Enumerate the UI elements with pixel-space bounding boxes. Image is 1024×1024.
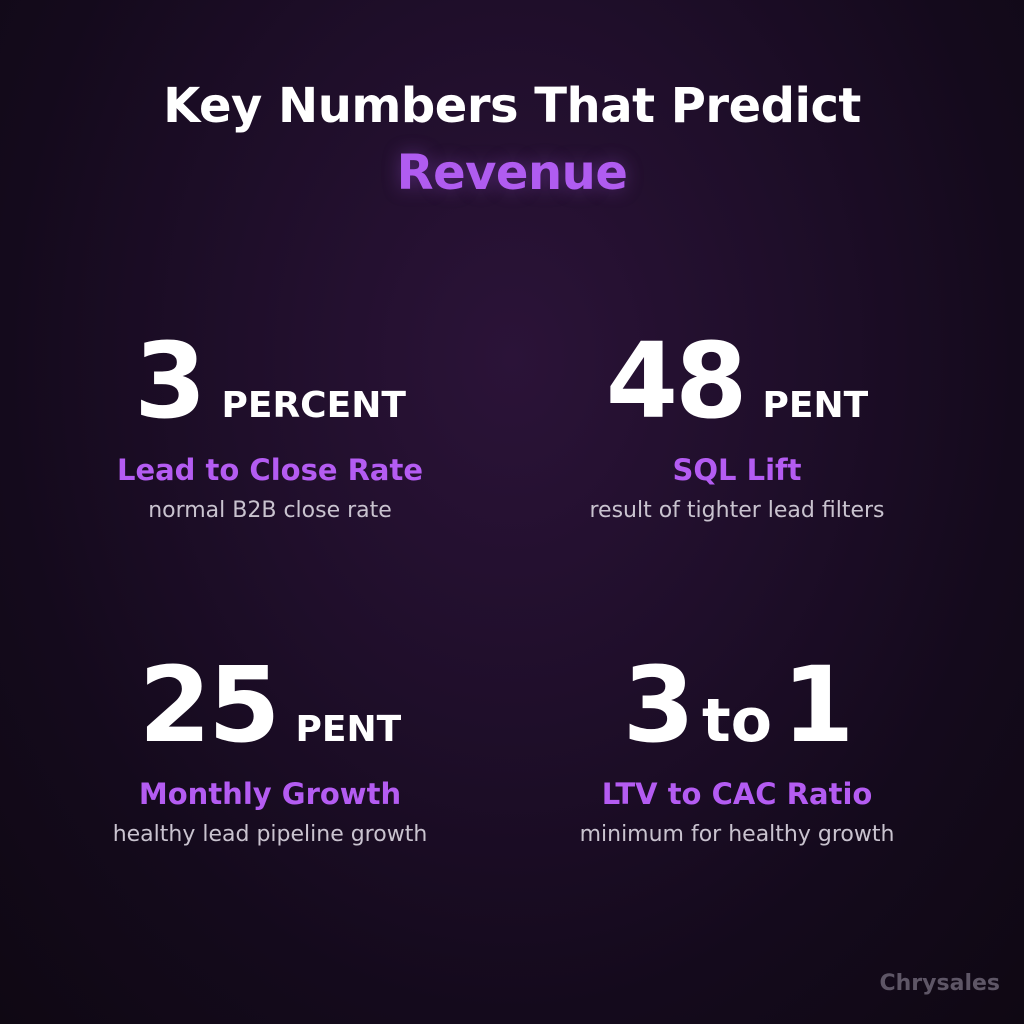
stat-figure: 25 PENT — [30, 646, 510, 764]
page-title-highlight: Revenue — [396, 145, 628, 201]
stat-unit: PERCENT — [221, 385, 406, 426]
stat-description: healthy lead pipeline growth — [112, 822, 428, 847]
stat-figure: 48 PENT — [497, 322, 977, 440]
page-title: Key Numbers That Predict — [163, 78, 861, 134]
stat-description: result of tighter lead filters — [589, 498, 885, 523]
stat-card-close-rate: 3 PERCENT Lead to Close Rate normal B2B … — [30, 322, 510, 526]
stat-description: normal B2B close rate — [148, 498, 392, 523]
stat-connector: to — [702, 686, 772, 756]
stat-value: 48 — [605, 320, 748, 442]
stat-card-monthly-growth: 25 PENT Monthly Growth healthy lead pipe… — [30, 646, 510, 850]
stat-label: Lead to Close Rate — [116, 453, 424, 487]
stat-value: 3 — [134, 320, 206, 442]
stat-label: Monthly Growth — [138, 777, 402, 811]
stat-value-left: 3 — [622, 644, 695, 766]
stat-label: SQL Lift — [672, 453, 802, 487]
stat-card-sql-lift: 48 PENT SQL Lift result of tighter lead … — [497, 322, 977, 526]
stat-unit: PENT — [762, 385, 869, 426]
stat-unit: PENT — [295, 709, 402, 750]
brand-watermark: Chrysales — [879, 971, 1001, 996]
stat-value-right: 1 — [781, 644, 854, 766]
stat-value: 25 — [138, 644, 281, 766]
stat-label: LTV to CAC Ratio — [601, 777, 873, 811]
stat-figure: 3 PERCENT — [30, 322, 510, 440]
stat-description: minimum for healthy growth — [579, 822, 895, 847]
stat-card-ltv-cac: 3 to 1 LTV to CAC Ratio minimum for heal… — [497, 646, 977, 850]
stat-figure: 3 to 1 — [497, 646, 977, 764]
